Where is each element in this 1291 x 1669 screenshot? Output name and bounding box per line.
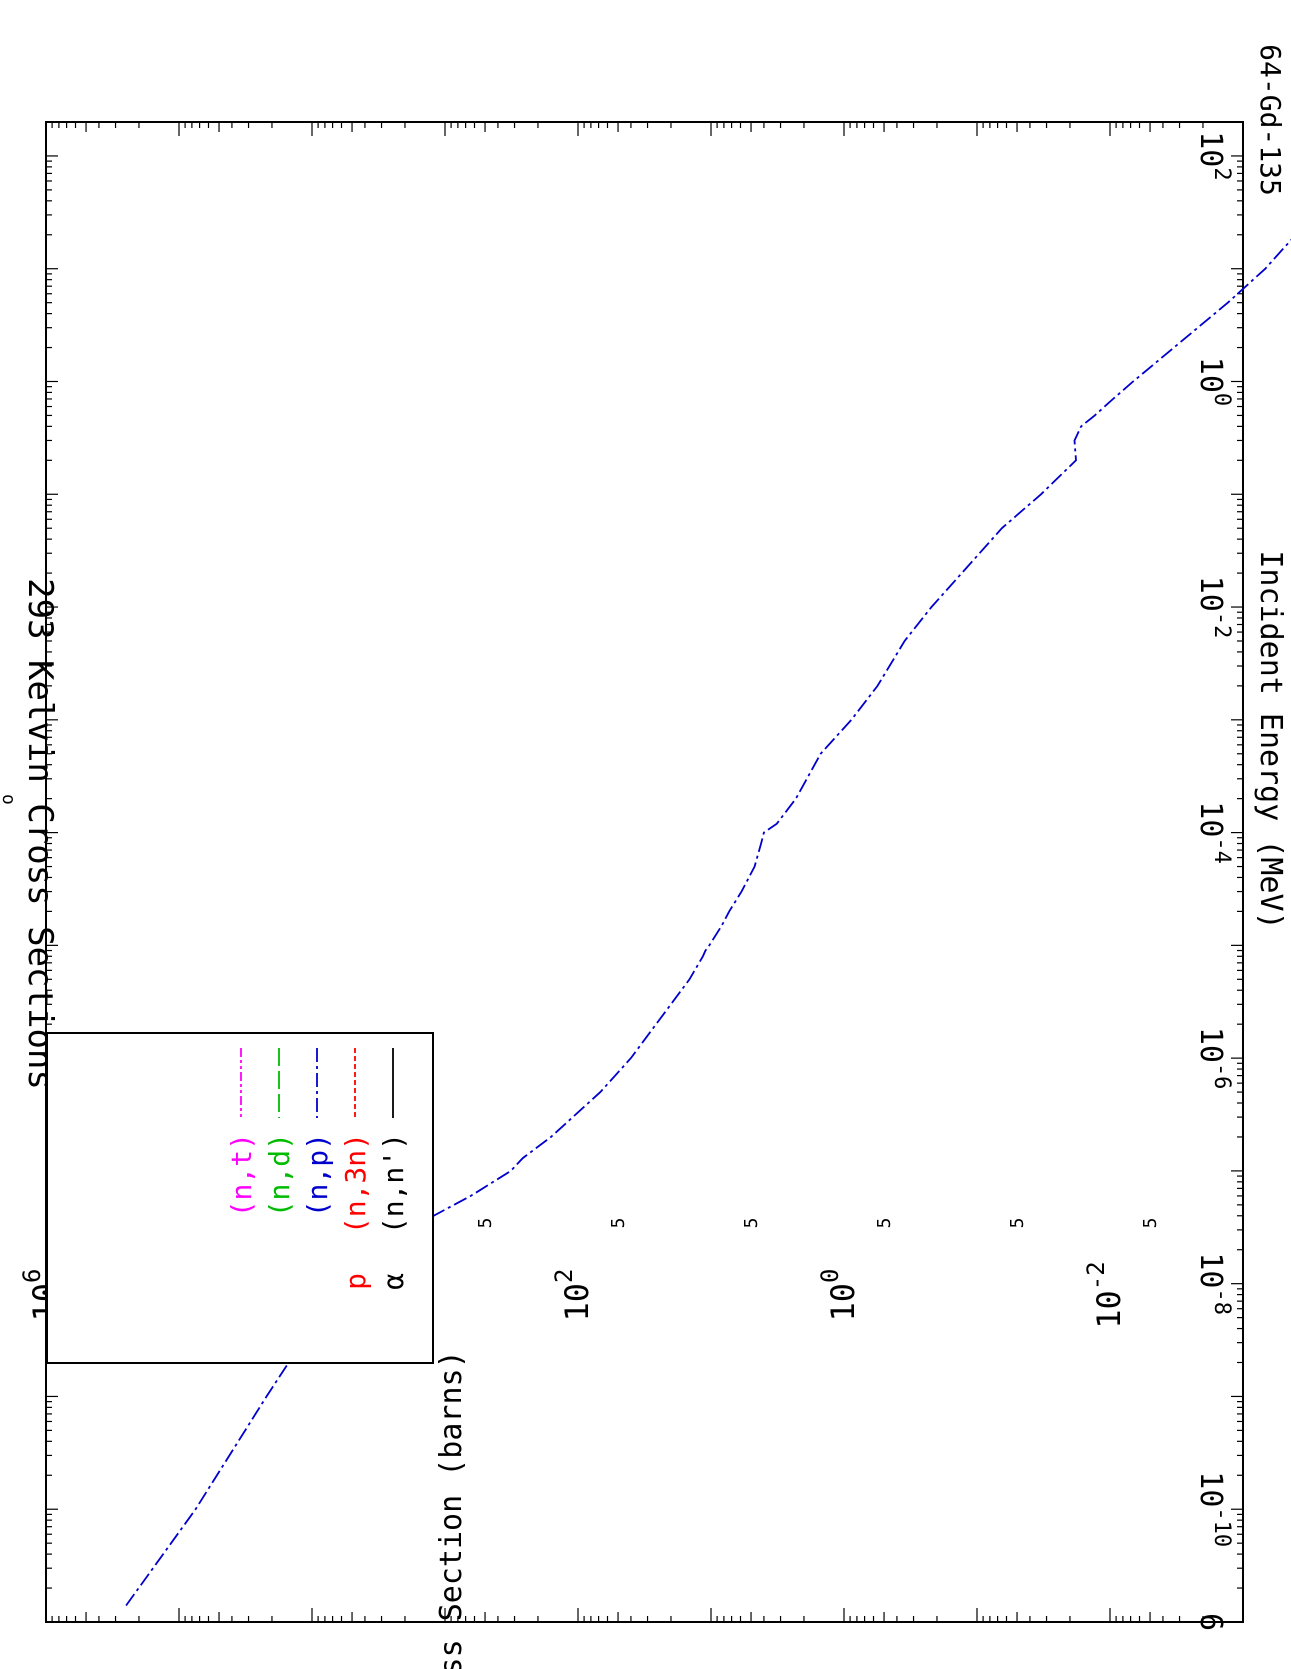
legend: (n,n') α (n,3n) p (n,p)(n,d)(n,t) [46,1032,434,1364]
y-axis-label-group: Cross Section (barns) [434,1350,469,1669]
y-minor-label: 5 [874,1218,895,1229]
plot-frame [45,121,1244,1623]
chart-title: 293 Kelvin Cross Sections [20,578,60,1090]
series-line-np [125,214,1291,1607]
y-minor-label: 5 [608,1218,629,1229]
y-tick-label: 10-2 [1082,1261,1128,1328]
x-axis-label: Incident Energy (MeV) [1253,550,1288,929]
x-tick-label: 10-8 [1193,1252,1234,1315]
y-minor-label: 5 [1007,1218,1028,1229]
x-tick-label: 100 [1193,357,1234,406]
x-tick-label: 10-10 [1193,1471,1234,1547]
isotope-label: 64-Gd-135 [1254,44,1287,196]
chart-title-superscript: o [0,794,19,805]
legend-label: (n,n') [377,1133,410,1234]
legend-label: (n,3n) [339,1133,372,1234]
legend-suffix: α [377,1273,410,1290]
legend-box [46,1032,434,1364]
y-minor-label: 5 [1140,1218,1161,1229]
data-series [125,214,1291,1607]
y-minor-label: 5 [475,1218,496,1229]
x-tick-label: 10-4 [1193,801,1234,864]
x-min-label: 6 [1193,1613,1228,1631]
y-axis-label: Cross Section (barns) [434,1350,469,1669]
legend-label: (n,d) [263,1133,296,1217]
x-tick-label: 10-6 [1193,1027,1234,1090]
y-tick-label: 102 [550,1269,596,1322]
legend-label: (n,p) [301,1133,334,1217]
rotated-plot-group: 293 Kelvin Cross Sections o 64-Gd-135 In… [0,44,1291,1669]
legend-label: (n,t) [225,1133,258,1217]
x-tick-label: 10-2 [1193,576,1234,639]
x-tick-label: 102 [1193,131,1234,180]
y-tick-label: 100 [816,1269,862,1322]
axis-ticks [45,121,1244,1623]
y-minor-label: 5 [741,1218,762,1229]
x-tick-labels: 10-10 10-8 10-6 10-4 10-2 100 102 6 [1193,131,1234,1631]
legend-suffix: p [339,1273,372,1290]
